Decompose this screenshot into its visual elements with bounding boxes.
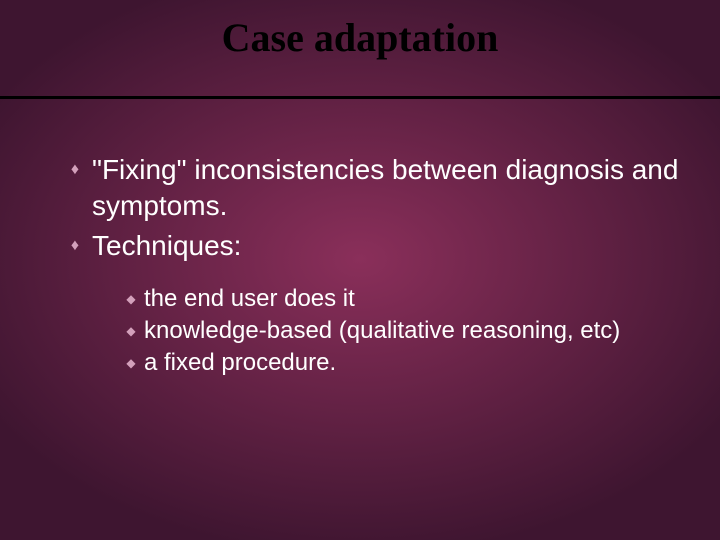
list-item: ◆ knowledge-based (qualitative reasoning… [118, 316, 680, 346]
sublist: ◆ the end user does it ◆ knowledge-based… [118, 284, 680, 378]
list-item-text: a fixed procedure. [144, 348, 680, 378]
diamond-bullet-icon: ♦ [58, 152, 92, 188]
list-item: ◆ the end user does it [118, 284, 680, 314]
list-item-text: the end user does it [144, 284, 680, 314]
list-item: ♦ "Fixing" inconsistencies between diagn… [58, 152, 680, 224]
slide-body: ♦ "Fixing" inconsistencies between diagn… [0, 152, 720, 380]
list-item-text: Techniques: [92, 228, 680, 264]
slide: Case adaptation ♦ "Fixing" inconsistenci… [0, 0, 720, 540]
list-item-text: "Fixing" inconsistencies between diagnos… [92, 152, 680, 224]
list-item: ♦ Techniques: [58, 228, 680, 264]
title-rule [0, 96, 720, 99]
diamond-bullet-icon: ◆ [118, 348, 144, 378]
diamond-bullet-icon: ♦ [58, 228, 92, 264]
diamond-bullet-icon: ◆ [118, 284, 144, 314]
diamond-bullet-icon: ◆ [118, 316, 144, 346]
slide-title: Case adaptation [0, 0, 720, 81]
list-item: ◆ a fixed procedure. [118, 348, 680, 378]
list-item-text: knowledge-based (qualitative reasoning, … [144, 316, 680, 346]
